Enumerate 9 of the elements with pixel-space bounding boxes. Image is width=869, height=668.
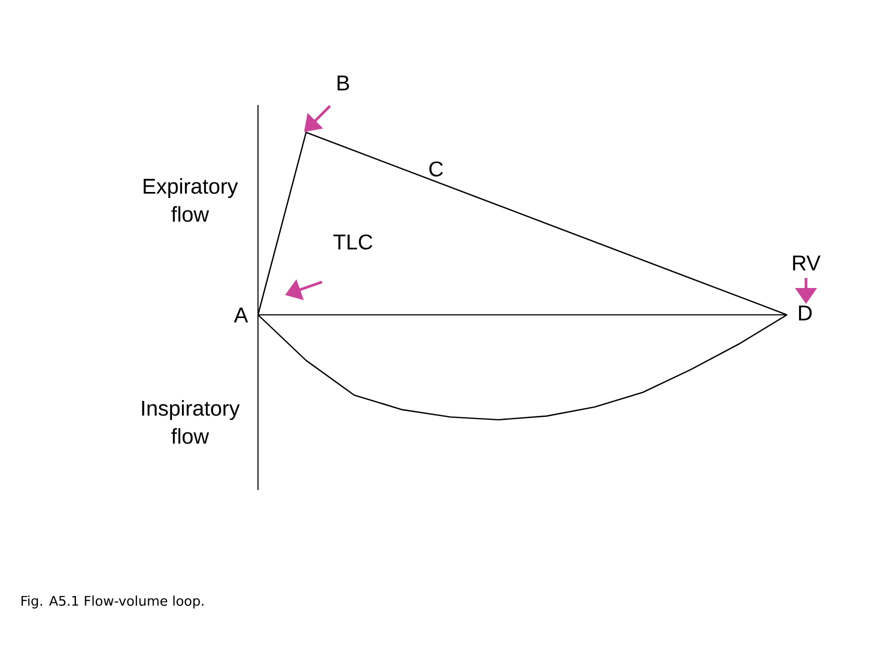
annotation: C (429, 161, 443, 177)
text: RV (793, 256, 821, 270)
text: D (799, 306, 812, 320)
caption: Fig. A5.1 Flow-volume loop. (22, 596, 204, 608)
text: A (234, 308, 248, 322)
annotation: TLC (333, 234, 372, 250)
text: Expiratory flow (144, 178, 238, 222)
text: Inspiratory flow (142, 400, 240, 444)
text: B (338, 76, 349, 90)
